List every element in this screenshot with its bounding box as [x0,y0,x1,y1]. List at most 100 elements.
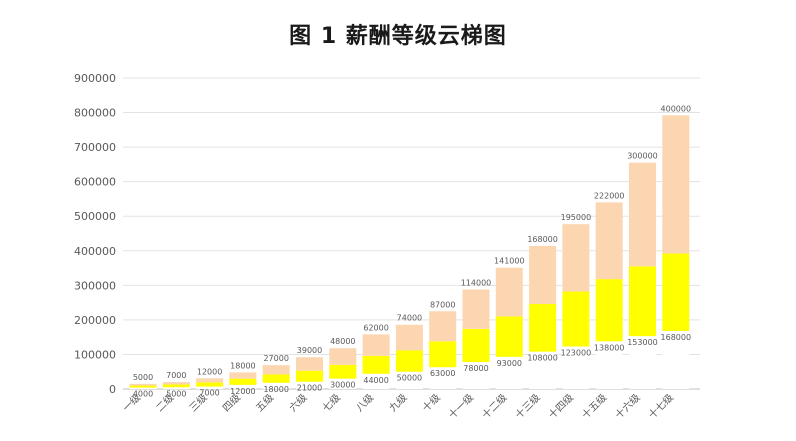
bar-upper-band [329,348,357,365]
bar-base [129,387,157,389]
min-data-label: 123000 [561,348,592,357]
bar-upper-band [529,245,557,304]
bar-lower-band [562,291,590,347]
min-data-label: 168000 [661,333,692,342]
min-data-label: 153000 [627,338,658,347]
min-data-label: 50000 [397,374,422,383]
bar-upper-band [296,357,323,371]
bars [129,115,690,389]
bar-lower-band [262,374,290,383]
bar-lower-band [395,350,423,372]
bar-lower-band [196,382,224,387]
bar-base [196,386,224,389]
max-data-label: 400000 [661,104,692,113]
max-data-label: 48000 [330,337,355,346]
bar-upper-band [629,162,656,267]
y-tick-label: 700000 [74,141,116,154]
bar-lower-band [529,303,557,352]
y-tick-label: 0 [109,383,116,396]
bar-base [562,346,590,389]
bar-base [395,371,423,389]
min-data-label: 4000 [133,390,153,399]
bar-base [629,336,656,389]
max-data-label: 114000 [461,278,492,287]
bar-base [296,381,323,389]
x-tick-label: 五级 [254,392,277,415]
y-tick-label: 800000 [74,107,116,120]
bar-base [162,387,190,389]
bar-lower-band [329,364,357,379]
bar-upper-band [362,334,390,356]
data-labels: 5000 4000 7000 5000 12000 7000 18000 12000 27000… [133,104,691,398]
max-data-label: 7000 [166,371,186,380]
max-data-label: 195000 [561,213,592,222]
y-tick-label: 300000 [74,279,116,292]
bar-base [429,367,457,389]
bar-upper-band [595,202,623,280]
chart-title: 图 1 薪酬等级云梯图 [289,24,507,49]
bar-upper-band [162,382,190,385]
x-tick-label: 十三级 [512,391,542,421]
max-data-label: 27000 [263,354,288,363]
y-tick-label: 200000 [74,314,116,327]
x-tick-label: 十级 [419,391,442,414]
min-data-label: 21000 [297,384,322,393]
bar-lower-band [362,355,390,374]
x-tick-label: 七级 [320,392,343,415]
bar-base [662,330,690,389]
bar-base [229,384,257,389]
bar-upper-band [462,289,490,329]
min-data-label: 5000 [166,389,186,398]
x-tick-label: 十五级 [579,391,609,421]
bar-base [495,356,523,389]
min-data-label: 108000 [527,354,558,363]
bar-upper-band [562,224,590,292]
bar-lower-band [429,341,457,368]
bar-lower-band [162,384,190,388]
min-data-label: 78000 [463,364,488,373]
bar-upper-band [662,115,690,254]
x-tick-label: 十二级 [479,391,509,421]
max-data-label: 74000 [397,314,422,323]
max-data-label: 12000 [197,367,222,376]
bar-lower-band [462,328,490,363]
x-axis-labels: 一级 二级 三级 四级 五级 六级 七级 八级 九级 十级 十一级 十二级 十三级 十四级 十五级 十六级 十七… [120,391,675,421]
x-tick-label: 八级 [354,392,377,415]
y-tick-label: 100000 [74,348,116,361]
min-data-label: 63000 [430,369,455,378]
bar-base [362,373,390,389]
x-tick-label: 九级 [387,392,410,415]
bar-base [329,378,357,389]
max-data-label: 222000 [594,191,625,200]
x-tick-label: 十一级 [446,391,476,421]
x-tick-label: 十四级 [546,391,576,421]
max-data-label: 168000 [527,235,558,244]
bar-upper-band [395,324,423,351]
bar-lower-band [495,316,523,357]
bar-lower-band [229,378,257,385]
max-data-label: 18000 [230,361,255,370]
bar-upper-band [262,365,290,375]
bar-upper-band [129,383,157,386]
min-data-label: 138000 [594,343,625,352]
y-tick-label: 600000 [74,176,116,189]
x-tick-label: 六级 [287,392,310,415]
max-data-label: 87000 [430,300,455,309]
max-data-label: 300000 [627,152,658,161]
max-data-label: 141000 [494,257,525,266]
bar-base [462,362,490,389]
y-axis-ticks: 0 100000 200000 300000 400000 500000 600000 700… [74,72,116,396]
bar-base [529,351,557,389]
max-data-label: 5000 [133,373,153,382]
min-data-label: 30000 [330,381,355,390]
bar-lower-band [296,370,323,382]
y-tick-label: 400000 [74,245,116,258]
max-data-label: 62000 [363,323,388,332]
y-tick-label: 500000 [74,210,116,223]
bar-base [595,341,623,389]
max-data-label: 39000 [297,346,322,355]
y-tick-label: 900000 [74,72,116,85]
bar-lower-band [595,279,623,342]
x-tick-label: 十六级 [612,391,642,421]
